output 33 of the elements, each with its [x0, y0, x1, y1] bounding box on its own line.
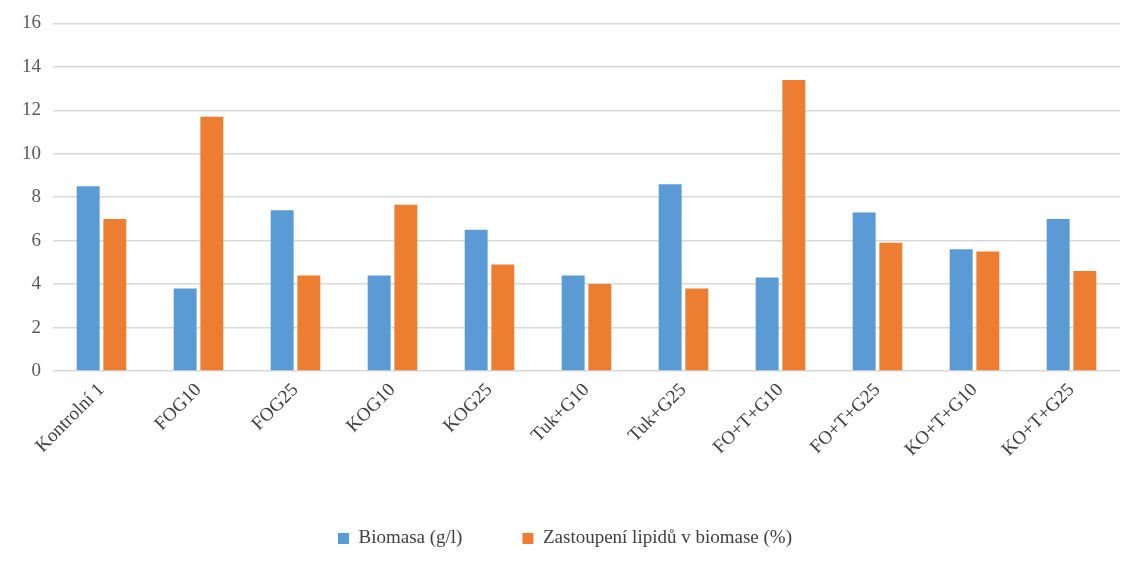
y-tick-label: 8 [31, 185, 41, 207]
y-tick-label: 4 [31, 272, 42, 294]
bar [852, 212, 876, 371]
bar [394, 204, 418, 371]
legend-label: Biomasa (g/l) [358, 526, 463, 549]
y-tick-label: 10 [22, 141, 41, 163]
bar [879, 242, 903, 371]
y-tick-label: 12 [22, 98, 41, 120]
bar [76, 186, 100, 371]
y-tick-label: 14 [22, 54, 42, 76]
y-tick-label: 0 [31, 358, 41, 380]
bar [270, 210, 294, 371]
bar [658, 184, 682, 371]
bar [367, 275, 391, 371]
legend-label: Zastoupení lipidů v biomase (%) [542, 526, 793, 549]
bar [1073, 271, 1097, 371]
y-tick-label: 16 [22, 11, 41, 33]
bar [782, 79, 806, 371]
bar [588, 284, 612, 371]
y-tick-label: 2 [31, 315, 41, 337]
bar [297, 275, 321, 371]
bar [464, 229, 488, 371]
bar [103, 218, 127, 371]
bar [200, 116, 224, 371]
bar [491, 264, 515, 371]
y-tick-label: 6 [31, 228, 41, 250]
bar [949, 249, 973, 371]
bar [755, 277, 779, 371]
bar [685, 288, 709, 371]
bar [561, 275, 585, 371]
bar [173, 288, 197, 371]
bar [976, 251, 1000, 371]
bar [1046, 218, 1070, 371]
